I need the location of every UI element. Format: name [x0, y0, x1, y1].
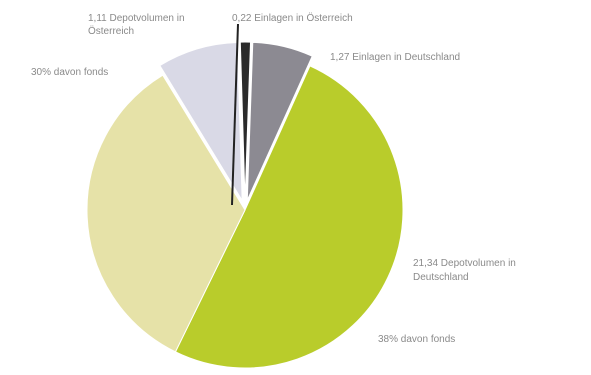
- slice-label-depot-de: 21,34 Depotvolumen in Deutschland: [413, 258, 519, 283]
- leader-line-einlagen-at: [231, 23, 239, 206]
- slice-label-einlagen-at: 0,22 Einlagen in Österreich: [232, 12, 353, 24]
- slice-label-depot-at: 1,11 Depotvolumen in Österreich: [88, 13, 187, 37]
- annotation-38-percent: 38% davon fonds: [378, 334, 455, 345]
- labels-layer: 1,27 Einlagen in Deutschland 21,34 Depot…: [31, 12, 519, 345]
- slices-layer: [86, 23, 404, 369]
- pie-slice-2: [86, 74, 246, 353]
- annotation-30-percent: 30% davon fonds: [31, 67, 108, 78]
- slice-label-einlagen-de: 1,27 Einlagen in Deutschland: [330, 52, 460, 63]
- pie-slice-0: [246, 41, 313, 201]
- pie-slice-4: [239, 41, 252, 201]
- pie-slice-1: [174, 65, 404, 369]
